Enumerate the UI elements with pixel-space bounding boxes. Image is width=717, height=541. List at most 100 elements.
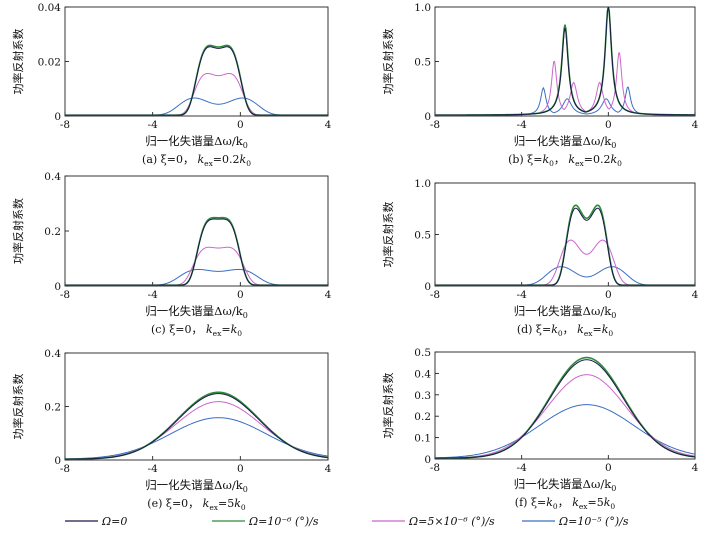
series-line-4: [64, 417, 329, 460]
y-tick-label: 0.04: [38, 2, 62, 14]
series-line-1: [65, 218, 328, 286]
plot-frame: [434, 6, 696, 117]
x-tick-label: 4: [692, 119, 699, 131]
series-line-4: [435, 266, 695, 286]
y-tick-label: 0: [54, 455, 61, 467]
panel-caption: (b) ξ=k0， kex=0.2k0: [508, 153, 622, 168]
y-tick-label: 0.5: [414, 347, 431, 359]
series-line-3: [435, 52, 695, 116]
y-tick-label: 0.4: [44, 171, 61, 183]
series-line-1: [435, 359, 696, 459]
x-axis-label: 归一化失谐量Δω/k0: [145, 304, 248, 320]
y-tick-label: 0.4: [414, 368, 431, 380]
x-tick-label: 4: [692, 289, 699, 301]
x-tick-label: 4: [325, 463, 332, 475]
y-tick-label: 1.0: [414, 2, 431, 14]
series-line-4: [435, 86, 695, 116]
legend-item: Ω=0: [65, 515, 127, 528]
y-axis-label: 功率反射系数: [381, 202, 395, 268]
panel-caption: (f) ξ=k0， kex=5k0: [515, 496, 616, 511]
x-axis-label: 归一化失谐量Δω/k0: [145, 134, 248, 150]
plot-frame: [64, 6, 329, 117]
x-tick-label: -8: [430, 119, 440, 131]
panel-caption: (d) ξ=k0， kex=k0: [517, 323, 614, 338]
x-tick-label: 4: [325, 119, 332, 131]
x-tick-label: 0: [605, 119, 612, 131]
y-axis-label: 功率反射系数: [11, 29, 25, 95]
series-line-2: [435, 356, 696, 459]
x-tick-label: -4: [517, 119, 528, 131]
series-line-4: [65, 268, 328, 286]
series-line-2: [435, 204, 695, 286]
series-line-1: [435, 207, 695, 286]
y-tick-label: 0.3: [414, 390, 431, 402]
series-line-3: [64, 401, 329, 460]
x-tick-label: -4: [517, 289, 528, 301]
series-line-1: [435, 6, 696, 116]
y-tick-label: 0.2: [44, 226, 61, 238]
y-axis-label: 功率反射系数: [11, 374, 25, 440]
series-line-2: [435, 6, 696, 116]
y-tick-label: 0: [424, 111, 431, 123]
x-tick-label: -4: [148, 289, 159, 301]
legend-label: Ω=10⁻⁶ (°)/s: [248, 515, 319, 528]
x-tick-label: 0: [605, 289, 612, 301]
y-tick-label: 0.02: [38, 57, 61, 69]
x-tick-label: 0: [237, 119, 244, 131]
series-line-3: [435, 374, 696, 459]
x-tick-label: -8: [60, 463, 70, 475]
series-line-1: [65, 46, 328, 116]
y-axis-label: 功率反射系数: [381, 373, 395, 439]
legend-label: Ω=10⁻⁵ (°)/s: [558, 515, 629, 528]
y-axis-label: 功率反射系数: [11, 198, 25, 264]
legend-item: Ω=10⁻⁵ (°)/s: [522, 515, 629, 528]
x-tick-label: 0: [237, 289, 244, 301]
x-tick-label: 4: [325, 289, 332, 301]
legend-item: Ω=10⁻⁶ (°)/s: [212, 515, 319, 528]
x-tick-label: -8: [430, 289, 440, 301]
x-axis-label: 归一化失谐量Δω/k0: [514, 304, 617, 320]
y-tick-label: 0.2: [414, 411, 431, 423]
x-tick-label: 4: [692, 462, 699, 474]
legend-label: Ω=5×10⁻⁶ (°)/s: [408, 515, 495, 528]
legend: Ω=0 Ω=10⁻⁶ (°)/s Ω=5×10⁻⁶ (°)/s Ω=10⁻⁵ (°)/…: [65, 515, 629, 528]
panel-caption: (e) ξ=0， kex=5k0: [147, 497, 246, 512]
y-tick-label: 0: [54, 281, 61, 293]
plot-frame: [434, 182, 696, 287]
x-tick-label: -8: [60, 289, 70, 301]
panel-caption: (c) ξ=0， kex=k0: [151, 323, 242, 338]
x-tick-label: -8: [430, 462, 440, 474]
y-tick-label: 0: [54, 111, 61, 123]
x-tick-label: -8: [60, 119, 70, 131]
x-axis-label: 归一化失谐量Δω/k0: [514, 134, 617, 150]
series-line-4: [65, 97, 328, 116]
x-tick-label: -4: [148, 463, 159, 475]
y-tick-label: 1.0: [414, 178, 431, 190]
y-axis-label: 功率反射系数: [381, 29, 395, 95]
x-tick-label: -4: [517, 462, 528, 474]
legend-label: Ω=0: [101, 515, 127, 528]
y-tick-label: 0.2: [44, 402, 61, 414]
x-tick-label: 0: [605, 462, 612, 474]
legend-item: Ω=5×10⁻⁶ (°)/s: [372, 515, 495, 528]
y-tick-label: 0.5: [414, 57, 431, 69]
series-line-2: [65, 44, 328, 116]
x-tick-label: -4: [148, 119, 159, 131]
panel-caption: (a) ξ=0， kex=0.2k0: [142, 153, 251, 168]
y-tick-label: 0.4: [44, 348, 61, 360]
series-line-1: [64, 393, 329, 460]
series-line-4: [434, 404, 696, 459]
x-axis-label: 归一化失谐量Δω/k0: [145, 478, 248, 494]
y-tick-label: 0: [424, 281, 431, 293]
plot-frame: [434, 351, 696, 460]
x-tick-label: 0: [237, 463, 244, 475]
y-tick-label: 0.1: [414, 433, 431, 445]
